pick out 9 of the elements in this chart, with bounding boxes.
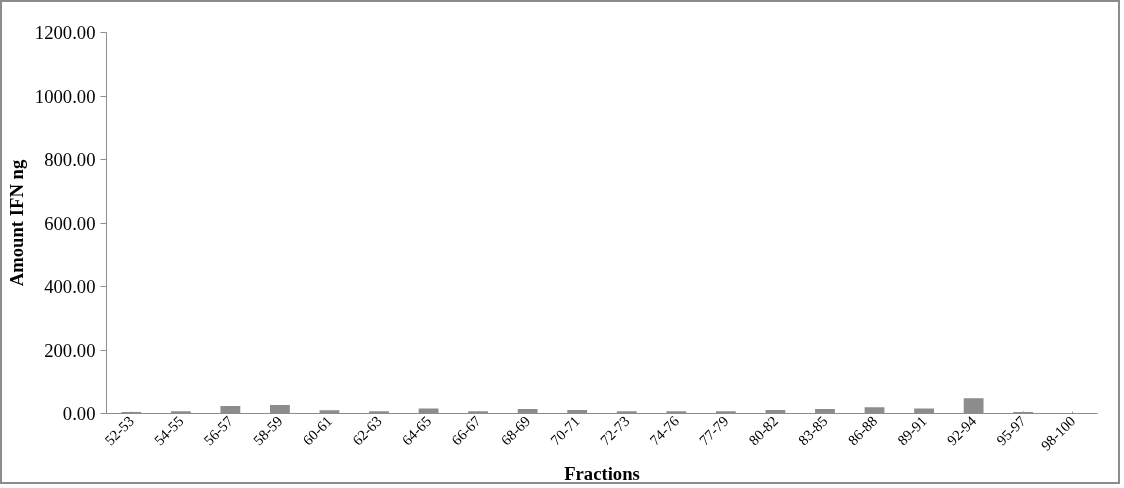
y-tick-label: 1200.00 xyxy=(34,22,96,43)
y-tick-label: 600.00 xyxy=(44,212,96,234)
y-tick-label: 400.00 xyxy=(44,276,96,297)
y-tick-label: 1000.00 xyxy=(34,85,96,107)
y-axis-title: Amount IFN ng xyxy=(5,159,27,287)
y-tick-label: 200.00 xyxy=(44,339,96,361)
y-tick-label: 800.00 xyxy=(44,149,96,170)
y-tick-label: 0.00 xyxy=(62,403,96,424)
x-axis-title: Fractions xyxy=(564,462,640,484)
